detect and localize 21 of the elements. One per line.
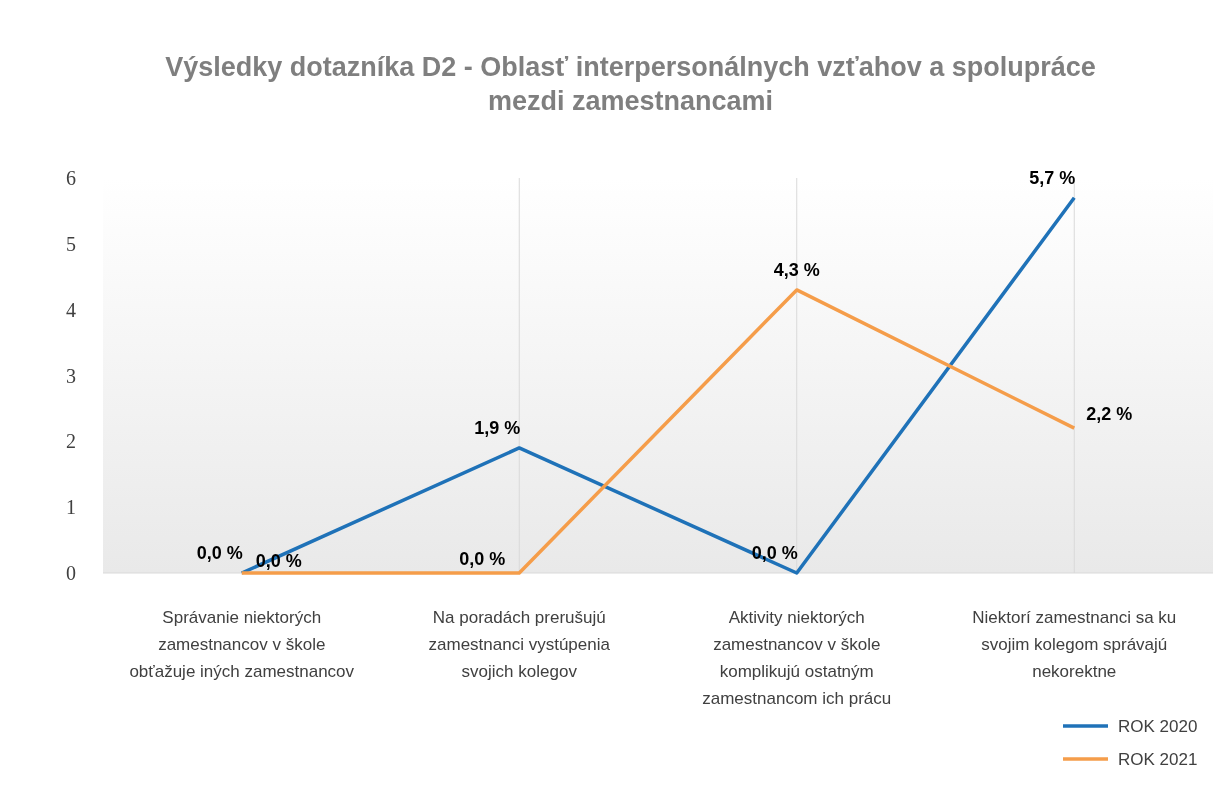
y-tick-label: 3 (66, 364, 76, 387)
data-label: 4,3 % (773, 259, 820, 280)
data-label: 0,0 % (459, 549, 506, 569)
y-tick-label: 0 (66, 562, 76, 584)
x-tick-label: Aktivity niektorých zamestnancov v škole komplikujú ostatným zamestnancom ich prácu (702, 608, 892, 708)
data-label: 2,2 % (1086, 404, 1133, 425)
y-tick-label: 4 (66, 298, 76, 321)
y-tick-label: 2 (66, 430, 76, 453)
data-label: 0,0 % (196, 543, 243, 563)
legend-label: ROK 2020 (1118, 716, 1198, 736)
data-label: 0,0 % (751, 543, 798, 563)
y-tick-label: 1 (66, 496, 76, 519)
chart-title: Výsledky dotazníka D2 - Oblasť interpersonálnych vzťahov a spolupráce mezdi zamestnancami (165, 52, 1096, 116)
x-tick-label: Niektorí zamestnanci sa ku svojim kolegom správajú nekorektne (972, 608, 1177, 681)
x-tick-label: Správanie niektorých zamestnancov v škole obťažuje iných zamestnancov (129, 608, 355, 681)
legend-label: ROK 2021 (1118, 749, 1198, 769)
data-label: 5,7 % (1029, 167, 1076, 188)
y-tick-label: 5 (66, 232, 76, 255)
y-tick-label: 6 (66, 167, 76, 189)
data-label: 1,9 % (474, 417, 521, 438)
x-tick-label: Na poradách prerušujú zamestnanci vystúpenia svojich kolegov (428, 608, 611, 681)
